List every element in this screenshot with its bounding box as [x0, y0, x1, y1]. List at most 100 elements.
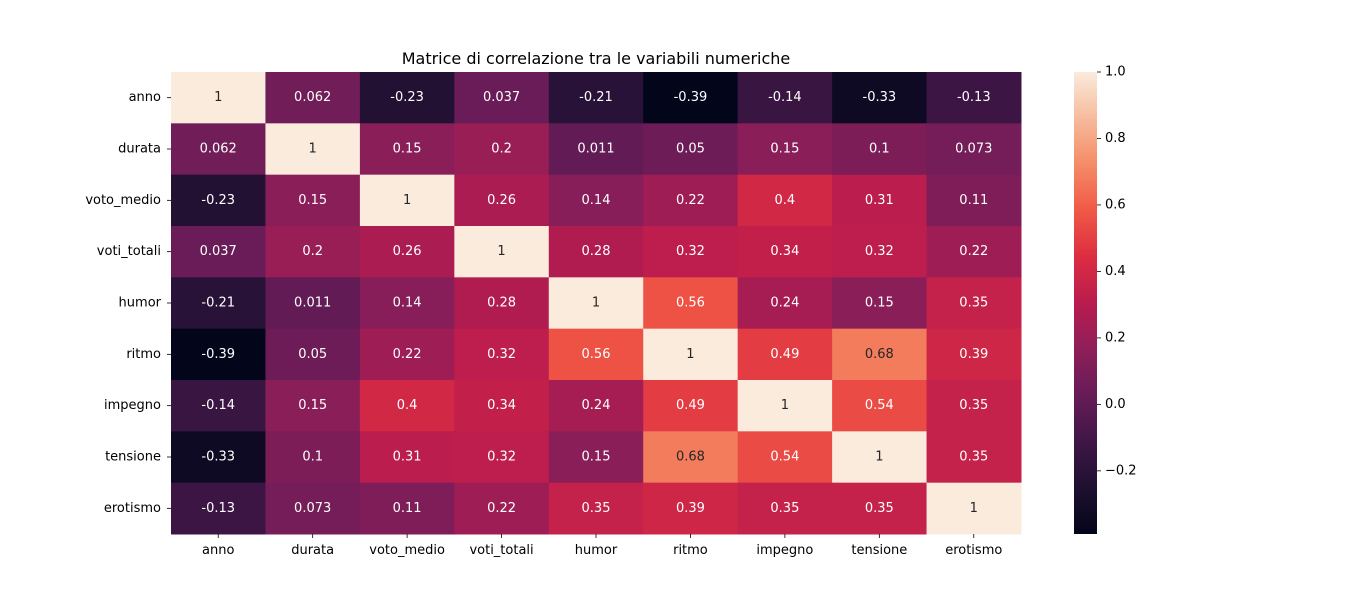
cell-value-label: 0.32: [865, 244, 894, 259]
cell-value-label: 0.32: [487, 347, 516, 362]
cell-value-label: 0.32: [487, 450, 516, 465]
heatmap-cell: [926, 277, 1022, 330]
heatmap-cell: [832, 328, 928, 381]
colorbar-tick-label: 0.6: [1105, 197, 1126, 212]
cell-value-label: -0.21: [201, 296, 235, 311]
y-tick-label: humor: [119, 296, 162, 311]
cell-value-label: -0.39: [674, 90, 708, 105]
cell-value-label: 0.11: [393, 501, 422, 516]
colorbar-ticks: 1.0 0.8 0.6 0.4 0.2 0.0 −0.2: [1097, 65, 1137, 478]
heatmap-cell: [926, 174, 1022, 227]
heatmap-cell: [454, 174, 550, 227]
chart-title: Matrice di correlazione tra le variabili…: [402, 49, 791, 68]
heatmap-cell: [832, 277, 928, 330]
cell-value-label: 1: [686, 347, 694, 362]
cell-value-label: 1: [875, 450, 883, 465]
cell-value-label: -0.23: [201, 193, 235, 208]
cell-value-label: 0.11: [959, 193, 988, 208]
heatmap-cell: [265, 277, 361, 330]
heatmap-cell: [737, 328, 833, 381]
heatmap-cell: [359, 72, 455, 124]
cell-value-label: 1: [781, 398, 789, 413]
heatmap-cell: [643, 431, 739, 484]
heatmap-cell: [454, 328, 550, 381]
heatmap-cell: [643, 328, 739, 381]
heatmap-cell: [359, 123, 455, 176]
x-tick-label: tensione: [851, 543, 907, 558]
heatmap-cell: [359, 174, 455, 227]
heatmap-cell: [359, 328, 455, 381]
heatmap-cell: [548, 277, 644, 330]
heatmap-cell: [171, 431, 266, 484]
heatmap-cell: [359, 431, 455, 484]
heatmap-cell: [832, 72, 928, 124]
cell-value-label: 1: [309, 142, 317, 157]
cell-value-label: 0.14: [393, 296, 422, 311]
heatmap-cell-labels: 1 0.062 -0.23 0.037 -0.21 -0.39 -0.14 -0.33 -0.1…: [200, 90, 993, 516]
cell-value-label: 0.35: [959, 296, 988, 311]
heatmap-cell: [832, 226, 928, 278]
x-tick-label: ritmo: [673, 543, 708, 558]
x-tick-label: humor: [575, 543, 618, 558]
heatmap-cell: [926, 328, 1022, 381]
x-tick-label: erotismo: [945, 543, 1002, 558]
heatmap-cell: [171, 72, 266, 124]
cell-value-label: 0.062: [200, 142, 237, 157]
cell-value-label: 0.39: [959, 347, 988, 362]
cell-value-label: 0.54: [770, 450, 799, 465]
colorbar-tick-label: 1.0: [1105, 65, 1126, 80]
cell-value-label: 0.35: [582, 501, 611, 516]
y-tick-label: durata: [118, 142, 161, 157]
heatmap-cell: [832, 482, 928, 535]
y-tick-label: anno: [129, 90, 161, 105]
heatmap-cell: [643, 72, 739, 124]
heatmap-cell: [737, 431, 833, 484]
cell-value-label: 0.39: [676, 501, 705, 516]
cell-value-label: 0.1: [302, 450, 323, 465]
heatmap-cell: [265, 431, 361, 484]
cell-value-label: 0.68: [676, 450, 705, 465]
colorbar-tick-label: 0.4: [1105, 264, 1126, 279]
heatmap-cell: [926, 226, 1022, 278]
heatmap-cell: [548, 72, 644, 124]
heatmap-cell: [454, 277, 550, 330]
colorbar-tick-label: 0.8: [1105, 131, 1126, 146]
cell-value-label: 1: [970, 501, 978, 516]
heatmap-cell: [737, 123, 833, 176]
heatmap-cell: [359, 277, 455, 330]
heatmap-cell: [832, 380, 928, 432]
heatmap-cell: [454, 72, 550, 124]
cell-value-label: -0.13: [201, 501, 235, 516]
heatmap-cell: [926, 482, 1022, 535]
cell-value-label: 0.68: [865, 347, 894, 362]
cell-value-label: 1: [497, 244, 505, 259]
cell-value-label: 0.073: [955, 142, 992, 157]
heatmap-cell: [265, 380, 361, 432]
cell-value-label: 0.1: [869, 142, 890, 157]
cell-value-label: 0.24: [582, 398, 611, 413]
cell-value-label: 0.2: [491, 142, 512, 157]
heatmap-cell: [171, 380, 266, 432]
x-tick-label: durata: [291, 543, 334, 558]
heatmap-cell: [171, 277, 266, 330]
heatmap-cell: [171, 123, 266, 176]
cell-value-label: 0.15: [298, 398, 327, 413]
heatmap-cell: [832, 174, 928, 227]
cell-value-label: 0.037: [200, 244, 237, 259]
heatmap-cell: [454, 431, 550, 484]
cell-value-label: -0.13: [957, 90, 991, 105]
cell-value-label: 0.34: [770, 244, 799, 259]
cell-value-label: -0.39: [201, 347, 235, 362]
heatmap-cell: [265, 123, 361, 176]
y-tick-label: voto_medio: [85, 193, 161, 208]
cell-value-label: 0.4: [775, 193, 796, 208]
cell-value-label: 0.15: [865, 296, 894, 311]
cell-value-label: 1: [403, 193, 411, 208]
colorbar: 1.0 0.8 0.6 0.4 0.2 0.0 −0.2: [1074, 65, 1137, 534]
heatmap-cells: [171, 72, 1022, 535]
cell-value-label: 0.15: [298, 193, 327, 208]
cell-value-label: 1: [592, 296, 600, 311]
cell-value-label: 0.32: [676, 244, 705, 259]
